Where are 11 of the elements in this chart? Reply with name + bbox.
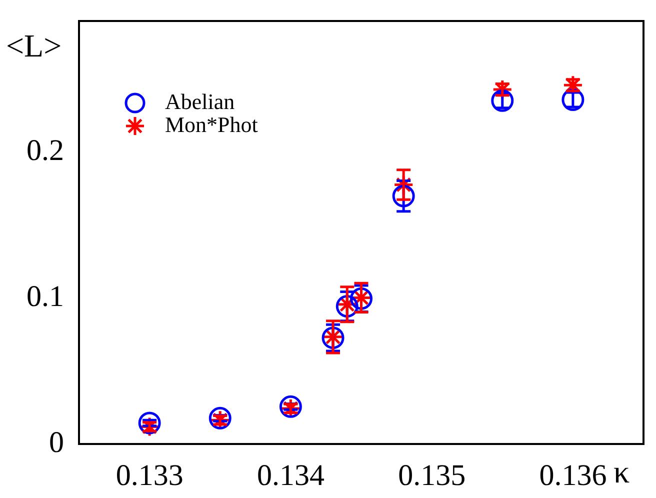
x-axis-title: κ xyxy=(614,453,630,490)
y-tick-label: 0.2 xyxy=(26,134,64,168)
y-tick-label: 0.1 xyxy=(26,280,64,314)
x-tick-label: 0.133 xyxy=(116,458,184,492)
y-axis-title: <L> xyxy=(6,27,62,64)
legend-label: Abelian xyxy=(165,88,235,114)
y-tick-label: 0 xyxy=(49,426,64,459)
legend-label: Mon*Phot xyxy=(165,112,258,137)
x-tick-label: 0.134 xyxy=(256,458,324,492)
x-tick-label: 0.136 xyxy=(539,458,607,492)
x-tick-label: 0.135 xyxy=(398,458,466,492)
